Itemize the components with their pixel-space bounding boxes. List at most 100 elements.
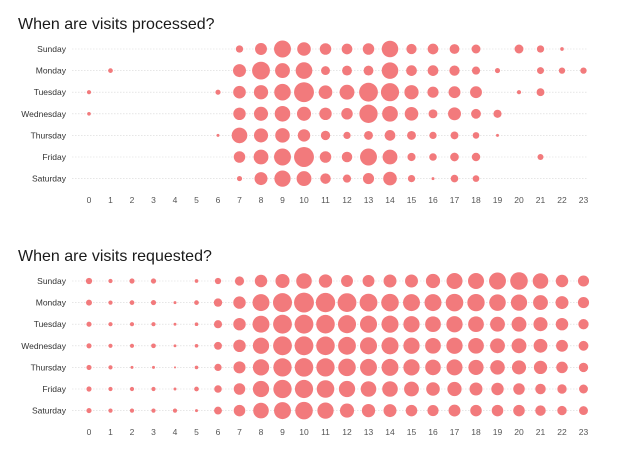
bubble-friday-15 — [404, 381, 419, 397]
bubble-tuesday-20 — [511, 316, 527, 332]
hour-tick-label: 16 — [428, 195, 438, 205]
bubble-wednesday-0 — [87, 111, 91, 116]
bubble-tuesday-8 — [253, 85, 269, 100]
bubble-saturday-8 — [254, 172, 268, 186]
chart-title: When are visits processed? — [18, 16, 215, 33]
bubble-friday-21 — [537, 154, 544, 160]
bubble-thursday-19 — [496, 133, 499, 137]
bubble-monday-23 — [580, 67, 587, 74]
bubble-tuesday-10 — [294, 314, 314, 334]
bubble-sunday-6 — [214, 277, 222, 285]
bubble-monday-17 — [445, 293, 464, 312]
bubble-thursday-15 — [407, 130, 416, 140]
bubble-thursday-4 — [173, 366, 177, 369]
day-label: Thursday — [31, 362, 67, 372]
bubble-sunday-20 — [510, 272, 528, 290]
hour-tick-label: 9 — [280, 195, 285, 205]
hour-tick-label: 3 — [151, 195, 156, 205]
bubble-friday-11 — [316, 380, 335, 398]
bubble-monday-0 — [86, 299, 92, 306]
bubble-wednesday-9 — [274, 106, 291, 122]
hour-tick-label: 14 — [385, 195, 395, 205]
bubble-friday-17 — [450, 152, 459, 162]
bubble-tuesday-16 — [425, 316, 441, 333]
bubble-friday-14 — [382, 381, 398, 397]
bubble-thursday-7 — [231, 127, 248, 144]
bubble-monday-9 — [272, 293, 293, 313]
bubble-friday-23 — [579, 384, 588, 394]
hour-tick-label: 23 — [579, 427, 589, 437]
bubble-monday-11 — [321, 66, 330, 76]
bubble-wednesday-16 — [425, 337, 441, 354]
bubble-monday-3 — [150, 300, 157, 306]
bubble-friday-9 — [273, 379, 292, 399]
bubble-saturday-22 — [557, 405, 567, 416]
bubble-sunday-7 — [235, 45, 244, 53]
bubble-tuesday-14 — [380, 83, 400, 102]
bubble-thursday-6 — [216, 133, 220, 137]
bubble-tuesday-3 — [151, 322, 156, 327]
bubble-tuesday-0 — [86, 90, 92, 95]
hour-tick-label: 19 — [493, 195, 503, 205]
bubble-friday-10 — [294, 379, 314, 399]
day-label: Monday — [36, 66, 67, 76]
bubble-tuesday-2 — [129, 322, 135, 327]
bubble-monday-8 — [252, 294, 270, 312]
bubble-friday-18 — [471, 152, 481, 162]
bubble-wednesday-13 — [359, 104, 378, 123]
bubble-wednesday-7 — [233, 339, 246, 353]
bubble-saturday-9 — [274, 402, 291, 420]
hour-tick-label: 1 — [108, 195, 113, 205]
day-label: Saturday — [32, 174, 67, 184]
bubble-wednesday-13 — [359, 337, 378, 355]
bubble-saturday-0 — [86, 408, 92, 414]
bubble-friday-12 — [341, 151, 353, 163]
bubble-tuesday-1 — [108, 322, 113, 327]
bubble-sunday-14 — [383, 274, 397, 288]
day-label: Monday — [36, 298, 67, 308]
bubble-monday-12 — [337, 293, 357, 312]
bubble-saturday-15 — [405, 404, 418, 417]
bubble-thursday-23 — [578, 362, 589, 373]
bubble-saturday-4 — [172, 408, 178, 413]
bubble-wednesday-15 — [403, 337, 420, 354]
bubble-sunday-12 — [341, 275, 353, 287]
bubble-sunday-16 — [425, 273, 441, 289]
bubble-thursday-10 — [294, 358, 314, 377]
bubble-saturday-17 — [448, 404, 461, 417]
day-label: Tuesday — [34, 87, 67, 97]
bubble-monday-5 — [194, 300, 199, 305]
bubble-wednesday-14 — [382, 105, 398, 122]
bubble-wednesday-18 — [471, 108, 481, 119]
hour-tick-label: 13 — [364, 195, 374, 205]
bubble-sunday-17 — [446, 273, 463, 289]
bubble-tuesday-12 — [339, 84, 355, 100]
requested-chart: When are visits requested? Sunday Monday T… — [0, 232, 620, 465]
bubble-friday-21 — [535, 383, 546, 395]
bubble-thursday-10 — [297, 129, 311, 142]
bubble-thursday-14 — [381, 358, 399, 376]
hour-tick-label: 18 — [471, 427, 481, 437]
hour-tick-label: 23 — [579, 195, 589, 205]
bubble-thursday-15 — [403, 359, 420, 376]
bubble-saturday-11 — [317, 402, 334, 419]
bubble-monday-14 — [381, 293, 399, 312]
bubble-wednesday-15 — [404, 107, 419, 121]
day-label: Friday — [42, 384, 66, 394]
bubble-saturday-13 — [361, 403, 376, 418]
bubble-tuesday-23 — [578, 319, 589, 330]
bubble-wednesday-3 — [151, 343, 156, 349]
bubble-monday-15 — [406, 65, 417, 76]
bubble-tuesday-22 — [555, 317, 569, 331]
bubble-wednesday-18 — [468, 337, 484, 354]
bubble-thursday-2 — [130, 365, 134, 369]
hour-tick-label: 3 — [151, 427, 156, 437]
hour-tick-label: 14 — [385, 427, 395, 437]
hour-tick-label: 20 — [514, 195, 524, 205]
bubble-thursday-19 — [490, 360, 505, 375]
bubble-wednesday-23 — [578, 340, 589, 351]
bubble-tuesday-13 — [359, 315, 378, 333]
bubble-friday-4 — [173, 387, 177, 391]
bubble-wednesday-14 — [381, 337, 399, 355]
bubble-thursday-20 — [511, 360, 527, 375]
